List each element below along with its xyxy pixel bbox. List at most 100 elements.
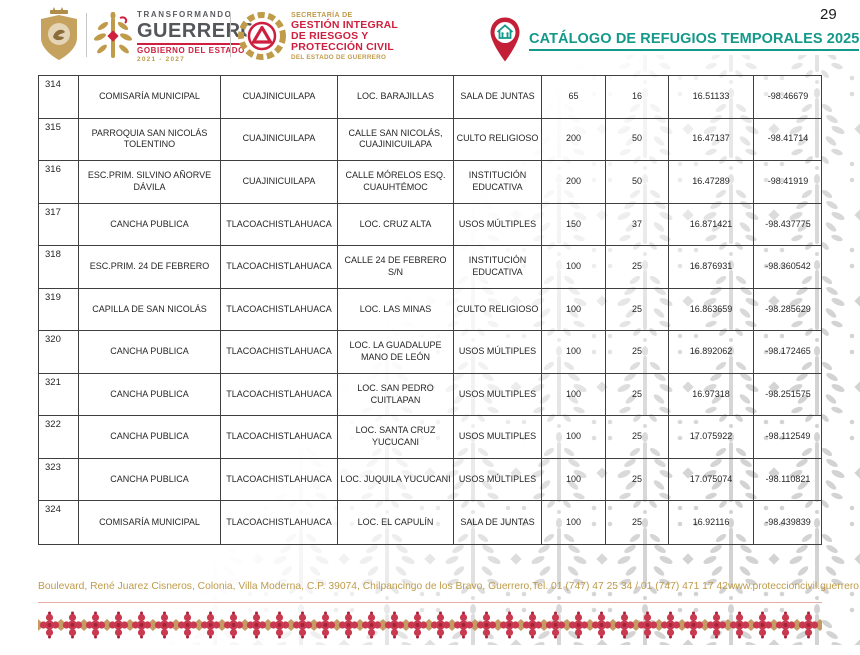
- cell-row-number: 319: [39, 288, 79, 332]
- cell-latitude: 16.863659: [669, 288, 754, 332]
- gov-brand-sub: GOBIERNO DEL ESTADO: [137, 46, 246, 55]
- secretariat-line3: PROTECCIÓN CIVIL: [291, 41, 394, 54]
- cell-municipality: CUAJINICUILAPA: [221, 118, 338, 162]
- cell-address: LOC. JUQUILA YUCUCANI: [338, 458, 454, 502]
- cell-use-type: USOS MÚLTIPLES: [454, 458, 542, 502]
- cell-use-type: USOS MULTIPLES: [454, 416, 542, 459]
- cell-latitude: 16.876931: [669, 246, 754, 289]
- table-row: 320 CANCHA PUBLICA TLACOACHISTLAHUACA LO…: [39, 331, 822, 374]
- cell-capacity-2: 50: [606, 118, 669, 162]
- cell-use-type: USOS MÚLTIPLES: [454, 331, 542, 374]
- cell-capacity-2: 25: [606, 416, 669, 459]
- table-row: 317 CANCHA PUBLICA TLACOACHISTLAHUACA LO…: [39, 203, 822, 247]
- cell-use-type: SALA DE JUNTAS: [454, 76, 542, 119]
- cell-row-number: 321: [39, 373, 79, 417]
- table-row: 324 COMISARÍA MUNICIPAL TLACOACHISTLAHUA…: [39, 501, 821, 545]
- gov-brand-rule: [137, 43, 243, 45]
- cell-capacity-2: 25: [606, 246, 669, 289]
- cell-capacity-2: 37: [606, 203, 669, 247]
- proteccion-civil-emblem-icon: [238, 12, 286, 60]
- guerrero-coat-of-arms-icon: [41, 7, 77, 60]
- cell-shelter-name: CANCHA PUBLICA: [79, 416, 221, 459]
- cell-address: CALLE SAN NICOLÁS, CUAJINICUILAPA: [338, 118, 454, 162]
- footer-address: Boulevard, René Juarez Cisneros, Colonia…: [38, 581, 533, 592]
- table-row: 316 ESC.PRIM. SILVINO AÑORVE DÁVILA CUAJ…: [39, 161, 822, 204]
- cell-longitude: -98.172465: [754, 331, 822, 374]
- cell-row-number: 320: [39, 331, 79, 374]
- cell-municipality: TLACOACHISTLAHUACA: [221, 331, 338, 374]
- cell-row-number: 318: [39, 246, 79, 289]
- cell-shelter-name: COMISARÍA MUNICIPAL: [79, 76, 221, 119]
- table-row: 322 CANCHA PUBLICA TLACOACHISTLAHUACA LO…: [39, 416, 822, 459]
- cell-shelter-name: PARROQUIA SAN NICOLÁS TOLENTINO: [79, 118, 221, 162]
- footer-rule: [38, 602, 822, 603]
- cell-use-type: USOS MÚLTIPLES: [454, 203, 542, 247]
- cell-capacity-2: 25: [606, 331, 669, 374]
- cell-row-number: 323: [39, 458, 79, 502]
- cell-address: LOC. SANTA CRUZ YUCUCANI: [338, 416, 454, 459]
- gov-brand-block: TRANSFORMANDO GUERRERO GOBIERNO DEL ESTA…: [137, 11, 257, 64]
- cell-longitude: -98.251575: [754, 374, 822, 417]
- cell-shelter-name: CANCHA PUBLICA: [79, 458, 221, 502]
- cell-capacity-2: 25: [606, 373, 669, 417]
- cell-latitude: 16.51133: [669, 76, 754, 119]
- table-row: 315 PARROQUIA SAN NICOLÁS TOLENTINO CUAJ…: [39, 118, 822, 162]
- cell-capacity-2: 25: [606, 501, 669, 545]
- secretariat-line2: DE RIESGOS Y: [291, 29, 369, 42]
- header-divider: [230, 13, 231, 57]
- cell-capacity-2: 25: [606, 458, 669, 502]
- cell-address: LOC. LA GUADALUPE MANO DE LEÓN: [338, 331, 454, 374]
- cell-capacity-1: 100: [542, 458, 606, 502]
- cell-municipality: CUAJINICUILAPA: [221, 76, 338, 119]
- table-row: 319 CAPILLA DE SAN NICOLÁS TLACOACHISTLA…: [39, 288, 822, 332]
- cell-longitude: -98.112549: [754, 416, 822, 459]
- cell-latitude: 16.47289: [669, 161, 754, 204]
- cell-municipality: TLACOACHISTLAHUACA: [221, 288, 338, 332]
- cell-shelter-name: CANCHA PUBLICA: [79, 331, 221, 374]
- cell-latitude: 16.47137: [669, 118, 754, 162]
- cell-capacity-2: 25: [606, 288, 669, 332]
- cell-address: LOC. LAS MINAS: [338, 288, 454, 332]
- table-row: 323 CANCHA PUBLICA TLACOACHISTLAHUACA LO…: [39, 458, 822, 502]
- cell-latitude: 17.075074: [669, 458, 754, 502]
- cell-capacity-1: 100: [542, 373, 606, 417]
- cell-longitude: -98.285629: [754, 289, 822, 332]
- cell-capacity-1: 100: [542, 331, 606, 374]
- cell-row-number: 324: [39, 501, 79, 545]
- gov-brand-name: GUERRERO: [137, 20, 257, 42]
- table-row: 318 ESC.PRIM. 24 DE FEBRERO TLACOACHISTL…: [39, 246, 822, 289]
- cell-row-number: 314: [39, 76, 79, 119]
- cell-shelter-name: CANCHA PUBLICA: [79, 373, 221, 417]
- cell-use-type: INSTITUCIÓN EDUCATIVA: [454, 161, 542, 204]
- cell-address: CALLE 24 DE FEBRERO S/N: [338, 246, 454, 289]
- cell-row-number: 316: [39, 161, 79, 204]
- cell-row-number: 315: [39, 118, 79, 162]
- cell-longitude: -98.110821: [754, 459, 822, 502]
- page-number: 29: [820, 6, 837, 23]
- footer-phone: Tel. 01 (747) 47 25 34 / 01 (747) 471 17…: [532, 581, 728, 592]
- table-row: 314 COMISARÍA MUNICIPAL CUAJINICUILAPA L…: [39, 76, 822, 119]
- deco-border-pattern: [38, 610, 822, 640]
- cell-capacity-1: 100: [542, 246, 606, 289]
- gov-brand-top: TRANSFORMANDO: [137, 10, 233, 19]
- cell-shelter-name: COMISARÍA MUNICIPAL: [79, 501, 221, 545]
- cell-row-number: 322: [39, 416, 79, 459]
- cell-address: CALLE MÓRELOS ESQ. CUAUHTÉMOC: [338, 161, 454, 204]
- refugios-table: 314 COMISARÍA MUNICIPAL CUAJINICUILAPA L…: [38, 75, 822, 545]
- cell-capacity-1: 100: [542, 501, 606, 545]
- secretariat-pre: SECRETARÍA DE: [291, 12, 353, 19]
- cell-longitude: -98.41919: [754, 161, 822, 204]
- header-divider: [86, 13, 87, 57]
- cell-capacity-1: 100: [542, 416, 606, 459]
- cell-latitude: 16.92116: [669, 501, 754, 545]
- cell-latitude: 16.871421: [669, 203, 754, 247]
- cell-longitude: -98.439839: [765, 516, 811, 527]
- cell-municipality: CUAJINICUILAPA: [221, 161, 338, 204]
- cell-municipality: TLACOACHISTLAHUACA: [221, 246, 338, 289]
- cell-municipality: TLACOACHISTLAHUACA: [221, 373, 338, 417]
- cell-address: LOC. CRUZ ALTA: [338, 203, 454, 247]
- cell-municipality: TLACOACHISTLAHUACA: [221, 458, 338, 502]
- footer-website: www.proteccioncivil.guerrero.gob.mx: [727, 581, 860, 592]
